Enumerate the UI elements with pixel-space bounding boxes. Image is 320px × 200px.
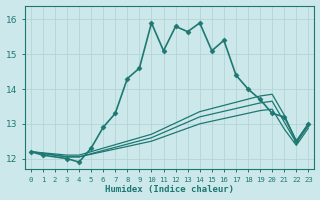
X-axis label: Humidex (Indice chaleur): Humidex (Indice chaleur) — [105, 185, 234, 194]
